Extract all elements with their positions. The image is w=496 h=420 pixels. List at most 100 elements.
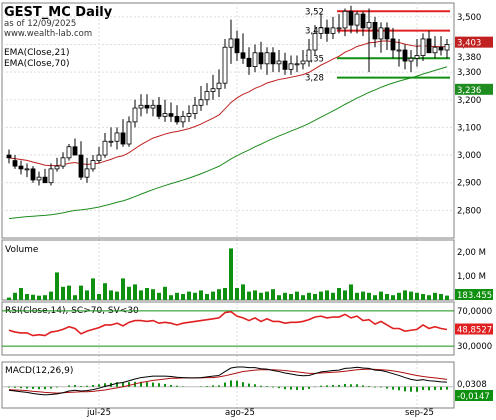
candle-body [258,52,264,65]
volume-bar [67,285,71,300]
volume-last-label-box [455,289,493,300]
rsi-line [8,310,448,337]
volume-bar [199,290,203,300]
candle-body [312,33,318,51]
candle-body [84,168,90,178]
level-label: 3,35 [305,54,324,64]
candle-body [144,104,150,109]
candle-body [18,165,24,170]
chart-title: GEST_MC Daily [4,5,113,20]
volume-bar [133,284,137,300]
macd-histogram-last-label: -0,0147 [457,392,490,402]
volume-bar [283,292,287,300]
candle-body [426,38,432,54]
price-pane-frame [1,2,455,239]
volume-bar [289,294,293,300]
candle-body [408,57,414,62]
volume-bar [103,283,107,300]
candle-body [420,38,426,56]
candle-body [72,146,78,156]
candle-body [228,38,234,48]
ema21-value-label-box [455,36,493,48]
volume-bar [253,290,257,300]
volume-bar [271,289,275,300]
volume-bar [259,292,263,300]
volume-bar [205,294,209,300]
candle-body [42,176,48,184]
volume-bar [169,295,173,300]
volume-bar [427,295,431,300]
candle-body [126,121,132,145]
volume-bar [367,292,371,300]
price-tick-label: 3,500 [457,13,481,23]
price-tick-label: 3,000 [457,151,481,161]
candle-body [252,52,258,67]
volume-bar [157,292,161,300]
volume-bar [229,248,233,300]
volume-bar [277,295,281,300]
volume-bar [211,291,215,300]
candle-body [348,10,354,26]
candle-body [198,99,204,106]
candle-body [36,176,42,181]
candle-body [246,57,252,67]
volume-last-label: 183.455 [457,291,492,301]
level-label: 3,45 [305,27,324,37]
candle-body [402,49,408,62]
volume-bar [43,295,47,300]
volume-bar [187,291,191,300]
ema70-legend: EMA(Close,70) [4,59,69,69]
candle-body [210,88,216,92]
macd-last-label: 0,0308 [457,380,487,390]
volume-bar [19,288,23,300]
volume-bar [241,284,245,300]
candle-body [30,168,36,181]
volume-bar [301,295,305,300]
volume-bar [73,295,77,300]
candle-body [330,27,336,34]
macd-title: MACD(12,26,9) [5,366,73,376]
volume-bar [193,292,197,300]
candle-body [192,104,198,114]
volume-bar [49,291,53,300]
volume-bar [55,272,59,300]
x-tick-label: ago-25 [225,408,255,418]
level-label: 3,52 [305,7,324,17]
candle-body [276,60,282,65]
macd-pane-frame [1,361,455,409]
volume-bar [121,278,125,300]
rsi-last-label: 48,8527 [457,326,492,336]
ema70-value-label-box [455,83,493,95]
volume-title: Volume [5,245,39,255]
candle-body [156,104,162,117]
candle-body [114,132,120,142]
macd-histogram-last-label-box [455,390,493,401]
rsi-pane-frame [1,301,455,356]
volume-bar [109,290,113,300]
candle-body [78,154,84,178]
volume-tick-label: 1,00 M [457,272,486,282]
price-tick-label: 3,300 [457,68,481,78]
volume-bar [403,290,407,300]
candle-body [384,27,390,40]
price-tick-label: 2,900 [457,179,481,189]
rsi-tick-label: 30,0000 [457,342,492,352]
level-label: 3,28 [305,74,324,84]
volume-bar [7,297,11,300]
candle-body [186,113,192,117]
candle-body [108,140,114,143]
candle-body [48,168,54,184]
volume-bar [31,294,35,300]
volume-bar [397,292,401,300]
candle-body [282,60,288,70]
volume-bar [265,291,269,300]
candle-body [336,27,342,30]
candle-body [174,115,180,123]
volume-bar [85,290,89,300]
volume-bar [235,288,239,300]
volume-bar [379,291,383,300]
volume-bar [349,284,353,300]
candle-body [390,38,396,51]
volume-bar [325,290,329,300]
